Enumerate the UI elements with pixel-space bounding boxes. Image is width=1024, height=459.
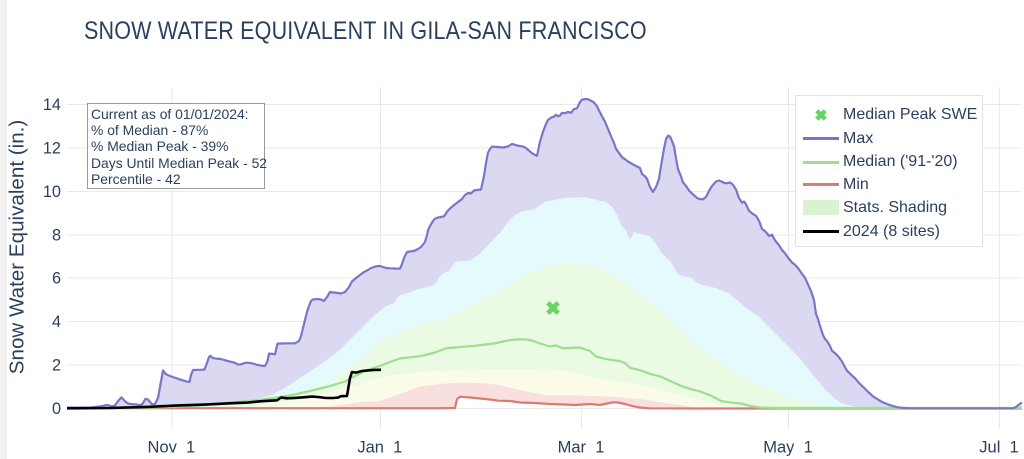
svg-text:0: 0 bbox=[52, 400, 61, 418]
svg-text:Jul 1: Jul 1 bbox=[979, 438, 1018, 456]
svg-text:4: 4 bbox=[52, 313, 61, 331]
svg-text:8: 8 bbox=[52, 226, 61, 244]
svg-text:2: 2 bbox=[52, 357, 61, 375]
svg-text:14: 14 bbox=[43, 96, 61, 114]
svg-text:Snow Water Equivalent (in.): Snow Water Equivalent (in.) bbox=[6, 120, 29, 374]
svg-text:12: 12 bbox=[43, 139, 61, 157]
svg-text:Nov 1: Nov 1 bbox=[148, 438, 196, 456]
svg-text:Mar 1: Mar 1 bbox=[558, 438, 605, 456]
svg-text:May 1: May 1 bbox=[763, 438, 813, 456]
svg-text:Jan 1: Jan 1 bbox=[357, 438, 402, 456]
svg-text:10: 10 bbox=[43, 183, 61, 201]
svg-text:6: 6 bbox=[52, 270, 61, 288]
